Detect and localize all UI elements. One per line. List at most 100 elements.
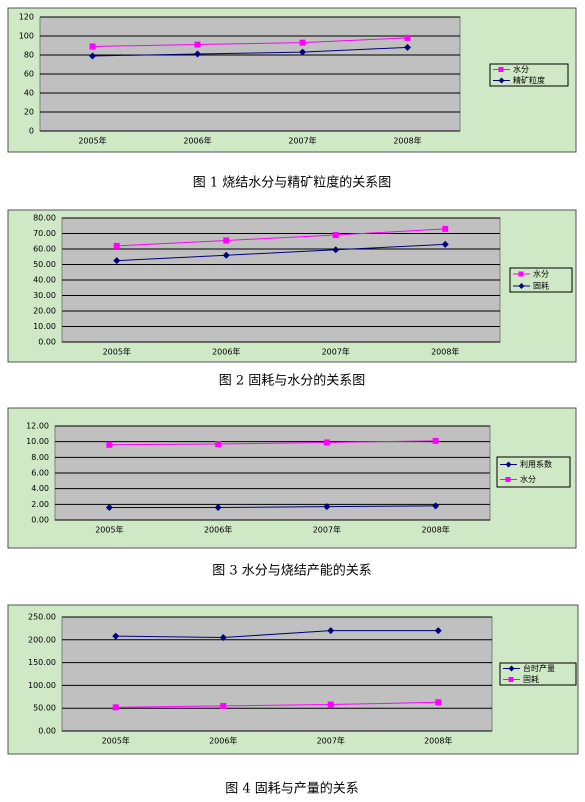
- legend-label: 水分: [513, 64, 529, 74]
- y-tick-label: 0.00: [38, 338, 56, 347]
- marker-square: [432, 437, 439, 444]
- x-tick-label: 2005年: [103, 347, 131, 357]
- marker-diamond: [441, 240, 449, 248]
- legend-label: 精矿粒度: [513, 75, 545, 85]
- series-line: [115, 630, 439, 639]
- y-tick-label: 50.00: [33, 260, 56, 269]
- marker-square: [299, 39, 306, 46]
- y-tick-label: 30.00: [33, 291, 56, 300]
- y-tick-label: 50.00: [33, 704, 56, 713]
- legend-label: 固耗: [533, 282, 549, 291]
- figure-caption: 图 1 烧结水分与精矿粒度的关系图: [193, 175, 392, 191]
- y-tick-label: 12.00: [26, 422, 49, 431]
- x-tick-label: 2006年: [183, 136, 211, 146]
- marker-square: [223, 237, 230, 244]
- legend-label: 固耗: [523, 675, 539, 684]
- y-tick-label: 0: [29, 127, 34, 136]
- marker-square: [332, 232, 339, 239]
- marker-diamond: [299, 48, 306, 56]
- legend-marker: [508, 665, 515, 672]
- legend-label: 台时产量: [523, 663, 555, 673]
- y-tick-label: 2.00: [31, 500, 49, 509]
- figure-caption: 图 3 水分与烧结产能的关系: [212, 563, 372, 579]
- series-line: [92, 37, 408, 47]
- marker-diamond: [214, 503, 222, 511]
- y-tick-label: 120: [19, 13, 34, 22]
- x-tick-label: 2005年: [95, 525, 123, 535]
- y-tick-label: 0.00: [31, 516, 49, 525]
- marker-diamond: [323, 503, 331, 511]
- x-tick-label: 2005年: [78, 136, 106, 146]
- marker-square: [194, 41, 201, 48]
- x-tick-label: 2005年: [102, 736, 130, 746]
- marker-diamond: [434, 627, 442, 635]
- marker-diamond: [404, 43, 411, 51]
- series-line: [116, 243, 446, 262]
- marker-diamond: [327, 627, 335, 635]
- marker-square: [327, 701, 334, 708]
- y-tick-label: 10.00: [26, 437, 49, 446]
- y-tick-label: 60.00: [33, 245, 56, 254]
- y-tick-label: 0.00: [38, 727, 56, 736]
- y-tick-label: 60: [24, 70, 34, 79]
- y-tick-label: 20.00: [33, 307, 56, 316]
- y-tick-label: 100: [19, 32, 34, 41]
- marker-square: [106, 441, 113, 448]
- marker-diamond: [432, 502, 440, 510]
- marker-diamond: [194, 50, 201, 58]
- marker-diamond: [113, 257, 121, 265]
- series-line: [109, 505, 436, 508]
- marker-square: [112, 704, 119, 711]
- y-tick-label: 10.00: [33, 322, 56, 331]
- legend-label: 利用系数: [520, 459, 552, 469]
- y-tick-label: 250.00: [28, 613, 56, 622]
- legend-marker: [498, 77, 505, 84]
- marker-diamond: [332, 246, 340, 254]
- marker-diamond: [222, 251, 230, 259]
- marker-square: [220, 702, 227, 709]
- y-tick-label: 8.00: [31, 453, 49, 462]
- marker-diamond: [105, 503, 113, 511]
- series-line: [92, 46, 408, 57]
- y-tick-label: 80.00: [33, 214, 56, 223]
- y-tick-label: 6.00: [31, 469, 49, 478]
- series-line: [109, 440, 436, 446]
- marker-diamond: [219, 634, 227, 642]
- marker-square: [442, 225, 449, 232]
- legend-label: 水分: [520, 474, 536, 484]
- legend-marker: [498, 67, 504, 72]
- y-tick-label: 4.00: [31, 484, 49, 493]
- marker-diamond: [89, 52, 96, 60]
- legend-marker: [508, 677, 514, 682]
- marker-square: [113, 242, 120, 249]
- x-tick-label: 2008年: [424, 736, 452, 746]
- x-tick-label: 2008年: [431, 347, 459, 357]
- y-tick-label: 100.00: [28, 681, 56, 690]
- y-tick-label: 200.00: [28, 635, 56, 644]
- marker-square: [404, 34, 411, 41]
- x-tick-label: 2006年: [204, 525, 232, 535]
- legend-marker: [518, 271, 524, 277]
- legend-marker: [505, 477, 511, 482]
- figure-caption: 图 2 固耗与水分的关系图: [219, 373, 366, 389]
- x-tick-label: 2006年: [212, 347, 240, 357]
- marker-square: [89, 43, 96, 50]
- y-tick-label: 80: [24, 51, 34, 60]
- x-tick-label: 2008年: [421, 525, 449, 535]
- marker-square: [435, 699, 442, 706]
- x-tick-label: 2007年: [322, 347, 350, 357]
- y-tick-label: 40.00: [33, 276, 56, 285]
- x-tick-label: 2006年: [209, 736, 237, 746]
- marker-square: [323, 439, 330, 446]
- legend-marker: [518, 283, 525, 289]
- y-tick-label: 70.00: [33, 229, 56, 238]
- y-tick-label: 40: [24, 89, 34, 98]
- marker-diamond: [112, 632, 120, 640]
- x-tick-label: 2007年: [288, 136, 316, 146]
- marker-square: [215, 441, 222, 448]
- x-tick-label: 2007年: [313, 525, 341, 535]
- x-tick-label: 2007年: [317, 736, 345, 746]
- series-line: [116, 228, 446, 247]
